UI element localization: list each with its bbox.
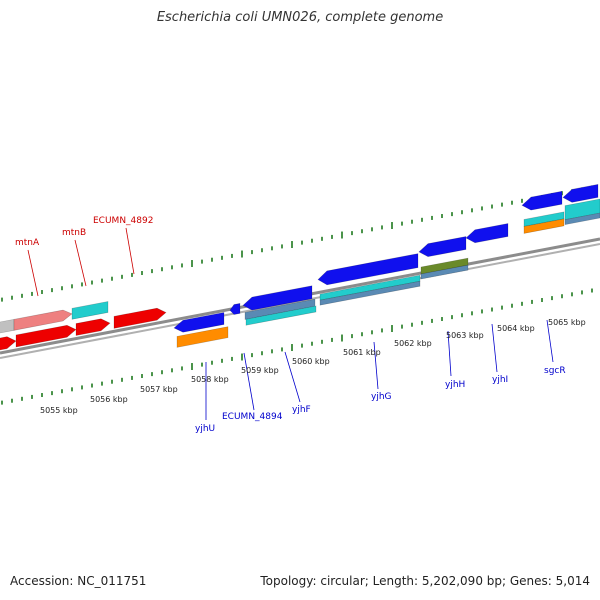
leader-line-reverse	[373, 341, 379, 390]
leader-line-reverse	[447, 330, 452, 377]
gene-cyan-forward	[71, 301, 109, 320]
leader-line-forward	[125, 227, 135, 275]
gene-label-forward: mtnA	[15, 238, 40, 248]
gene-small	[229, 303, 241, 315]
scale-label: 5061 kbp	[343, 348, 381, 357]
gene-yjhG-arrow	[317, 253, 419, 286]
gene-gray	[0, 318, 15, 334]
label-leaders	[27, 227, 554, 420]
scale-labels: 5055 kbp 5056 kbp 5057 kbp 5058 kbp 5059 kbp…	[40, 318, 586, 415]
gene-steelblue-4	[564, 212, 600, 226]
gene-label-reverse: yjhG	[371, 392, 392, 402]
gene-label-forward: mtnB	[62, 228, 86, 238]
scale-label: 5059 kbp	[241, 366, 279, 375]
leader-line-reverse	[243, 352, 255, 411]
scale-label: 5055 kbp	[40, 406, 78, 415]
leader-line-reverse	[284, 351, 301, 403]
scale-label: 5062 kbp	[394, 339, 432, 348]
scale-label: 5058 kbp	[191, 375, 229, 384]
gene-label-reverse: yjhU	[195, 424, 215, 434]
gene-label-forward: ECUMN_4892	[93, 216, 153, 226]
gene-label-reverse: yjhI	[492, 375, 508, 385]
gene-reverse-4	[418, 236, 467, 257]
scale-label: 5063 kbp	[446, 331, 484, 340]
gene-ECUMN_4892	[113, 307, 167, 329]
scale-label: 5064 kbp	[497, 324, 535, 333]
gene-mtnA	[13, 309, 73, 331]
gene-cyan-4	[564, 198, 600, 221]
gene-reverse-3	[465, 223, 509, 244]
leader-line-reverse	[546, 319, 554, 363]
gene-reverse-2	[562, 184, 599, 203]
gene-cyan-1	[245, 305, 317, 326]
gene-label-reverse: yjhH	[445, 380, 465, 390]
accession-text: Accession: NC_011751	[10, 574, 147, 588]
gene-orange-1	[176, 326, 229, 348]
topology-text: Topology: circular; Length: 5,202,090 bp…	[260, 574, 590, 588]
gene-mtnB	[15, 324, 77, 348]
map-title: Escherichia coli UMN026, complete genome	[156, 10, 444, 25]
gene-forward-1	[0, 336, 17, 351]
leader-line-reverse	[491, 323, 498, 373]
gene-steelblue-2	[319, 280, 421, 306]
scale-label: 5057 kbp	[140, 385, 178, 394]
lower-tick-marks	[1, 288, 593, 405]
scale-label: 5056 kbp	[90, 395, 128, 404]
gene-label-reverse: ECUMN_4894	[222, 412, 283, 422]
gene-yjhF-arrow	[242, 285, 313, 311]
gene-orange-2	[523, 218, 565, 234]
gene-features	[0, 184, 600, 351]
gene-label-reverse: sgcR	[544, 366, 566, 376]
gene-forward-2	[75, 318, 111, 336]
gene-yjhU-arrow	[173, 312, 225, 333]
gene-labels: mtnA mtnB ECUMN_4892 yjhU ECUMN_4894 yjhF yjhG…	[15, 216, 566, 434]
gene-steelblue-3	[420, 264, 469, 280]
leader-line-forward	[27, 249, 39, 297]
gene-reverse-1	[521, 190, 563, 211]
gene-label-reverse: yjhF	[292, 405, 311, 415]
scale-label: 5060 kbp	[292, 357, 330, 366]
upper-tick-marks	[1, 185, 593, 302]
leader-line-forward	[74, 239, 87, 287]
scale-label: 5065 kbp	[548, 318, 586, 327]
